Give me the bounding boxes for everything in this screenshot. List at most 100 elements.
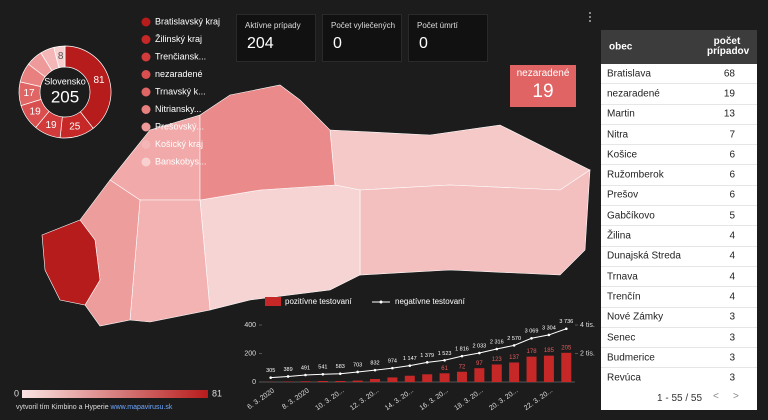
legend-swatch — [141, 140, 151, 149]
legend-swatch — [141, 35, 151, 44]
donut-slice — [64, 45, 112, 129]
unassigned-label: nezaradené — [516, 68, 570, 79]
cell-name: Dunajská Streda — [607, 250, 681, 262]
header-cell[interactable]: počet prípadov — [707, 36, 750, 57]
bar — [509, 362, 520, 382]
legend-label: Trenčiansk... — [155, 51, 206, 61]
bar-label: 178 — [527, 349, 538, 355]
pagination-text: 1 - 55 / 55 — [657, 393, 703, 404]
footer-link[interactable]: www.mapavirusu.sk — [110, 404, 173, 411]
bar-label: 61 — [441, 366, 448, 372]
bar — [474, 368, 485, 382]
table-row[interactable]: Budmerice 3 — [601, 348, 757, 369]
cell-count: 13 — [723, 108, 735, 120]
table-row[interactable]: Senec 3 — [601, 328, 757, 349]
table-row[interactable]: nezaradené 19 — [601, 84, 757, 105]
line-label: 3 736 — [559, 319, 573, 325]
cell-name: Košice — [607, 149, 638, 161]
bar — [439, 373, 450, 382]
bar — [422, 374, 433, 382]
table-row[interactable]: Bratislava 68 — [601, 64, 757, 85]
cell-count: 3 — [729, 311, 735, 323]
map — [41, 84, 591, 327]
bar — [526, 356, 537, 382]
cell-count: 6 — [729, 169, 735, 181]
table-row[interactable]: Martin 13 — [601, 105, 757, 125]
bar-label: 72 — [459, 364, 466, 370]
kpi-label: Počet úmrtí — [417, 21, 458, 30]
line-label: 3 304 — [542, 325, 556, 331]
slice-label: 81 — [94, 75, 106, 86]
bar — [561, 352, 572, 382]
legend-swatch — [265, 297, 281, 306]
kpi-label: Aktívne prípady — [245, 21, 301, 30]
kpi-card: Aktívne prípady 204 — [236, 14, 316, 62]
cell-count: 4 — [729, 271, 735, 283]
unassigned-value: 19 — [532, 81, 554, 102]
line-label: 491 — [301, 365, 310, 371]
table-row[interactable]: Revúca 3 — [601, 368, 757, 389]
x-tick-label: 20. 3. 20... — [488, 387, 519, 412]
slice-label: 25 — [69, 121, 81, 132]
kpi-card: Počet úmrtí 0 — [408, 14, 488, 62]
table-row[interactable]: Gabčíkovo 5 — [601, 206, 757, 227]
menu-dot — [589, 20, 591, 22]
line-point — [425, 361, 429, 364]
cell-count: 3 — [729, 372, 735, 384]
legend-label: Banskobys... — [155, 156, 207, 166]
table-row[interactable]: Nové Zámky 3 — [601, 308, 757, 328]
line-point — [530, 336, 533, 340]
table-row[interactable]: Košice 6 — [601, 145, 757, 166]
unassigned-box: nezaradené 19 — [510, 65, 576, 107]
slice-label: 8 — [58, 51, 64, 62]
next-button[interactable]: > — [733, 391, 739, 402]
y2-tick-label: 4 tis. — [580, 322, 595, 329]
kpi-value: 0 — [333, 35, 342, 52]
donut-center — [40, 67, 90, 117]
bar — [456, 371, 467, 382]
x-tick-label: 6. 3. 2020 — [246, 387, 276, 411]
bar — [491, 364, 502, 382]
table-row[interactable]: Trenčín 4 — [601, 287, 757, 308]
header-cell[interactable]: obec — [609, 41, 633, 53]
map-legend-max: 81 — [212, 388, 222, 398]
line-point — [565, 327, 568, 331]
center-total: 205 — [51, 87, 79, 106]
cell-name: Senec — [607, 332, 636, 343]
cell-name: Revúca — [607, 372, 641, 384]
region-bb — [199, 184, 361, 311]
legend-swatch — [141, 70, 151, 79]
bar-label: 185 — [544, 348, 555, 354]
table-row[interactable]: Prešov 6 — [601, 186, 757, 207]
legend-swatch — [379, 300, 383, 304]
line-point — [547, 333, 551, 337]
map-legend-bar — [22, 390, 208, 398]
legend-swatch — [141, 52, 151, 62]
legend-label: Prešovský... — [155, 121, 204, 131]
line-label: 1 379 — [420, 353, 434, 359]
table-row[interactable]: Ružomberok 6 — [601, 165, 757, 186]
cell-name: Ružomberok — [607, 169, 664, 181]
line-point — [512, 344, 516, 347]
table-row[interactable]: Nitra 7 — [601, 125, 757, 146]
line-point — [286, 375, 290, 378]
cell-count: 3 — [729, 332, 735, 343]
x-tick-label: 18. 3. 20... — [453, 387, 484, 412]
kpi-card: Počet vyliečených 0 — [322, 14, 402, 62]
slice-label: 17 — [23, 88, 35, 99]
region-nitra — [129, 199, 211, 323]
line-label: 2 316 — [490, 339, 504, 345]
table-body: Bratislava 68 nezaradené 19 Martin 13 Nitra 7 Ko… — [601, 64, 757, 410]
kpi-value: 0 — [419, 35, 428, 52]
line-point — [304, 373, 307, 377]
prev-button[interactable]: < — [713, 391, 719, 402]
cell-count: 4 — [729, 230, 735, 242]
donut-slice — [53, 45, 66, 69]
bar — [352, 380, 363, 382]
cell-count: 68 — [723, 68, 735, 80]
x-tick-label: 22. 3. 20... — [523, 387, 554, 412]
bar — [543, 355, 554, 382]
table-row[interactable]: Dunajská Streda 4 — [601, 247, 757, 267]
table-row[interactable]: Trnava 4 — [601, 267, 757, 288]
table-row[interactable]: Žilina 4 — [601, 226, 757, 247]
